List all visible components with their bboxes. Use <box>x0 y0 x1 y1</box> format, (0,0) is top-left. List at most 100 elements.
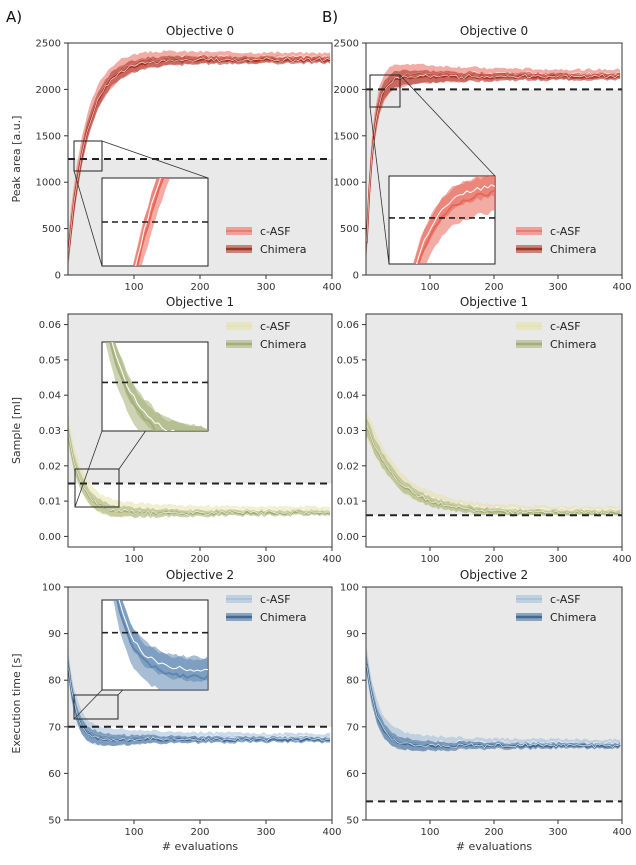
y-tick-label: 80 <box>346 676 359 687</box>
zoom-inset-plot <box>102 600 208 690</box>
y-tick-label: 50 <box>48 816 61 827</box>
y-tick-label: 0.01 <box>39 497 61 508</box>
y-axis-label: Peak area [a.u.] <box>10 116 23 203</box>
x-tick-label: 400 <box>322 282 341 293</box>
legend-label: c-ASF <box>550 593 581 606</box>
chart-B1: 0.00 0.01 0.02 0.03 0.04 0.05 0.06 100 200 300 400… <box>337 295 632 565</box>
y-tick-label: 100 <box>340 583 359 594</box>
legend-label: c-ASF <box>550 225 581 238</box>
line-chimera-alt <box>366 664 621 749</box>
zoom-inset-plot <box>389 176 495 264</box>
threshold-region <box>366 587 622 802</box>
legend-label: c-ASF <box>260 320 291 333</box>
line-chimera <box>67 57 331 251</box>
x-tick-label: 300 <box>256 554 275 565</box>
x-tick-label: 300 <box>548 282 567 293</box>
x-tick-label: 300 <box>548 554 567 565</box>
chart-B0: 0 500 1000 1500 2000 2500 100 200 300 400 Objectiv… <box>334 24 632 293</box>
y-tick-label: 0.04 <box>39 391 61 402</box>
y-tick-label: 70 <box>48 722 61 733</box>
y-tick-label: 2000 <box>36 85 61 96</box>
inset-band <box>105 342 208 431</box>
band-chimera <box>68 659 331 747</box>
legend-label: Chimera <box>550 243 596 256</box>
chart-title: Objective 0 <box>166 24 234 38</box>
legend-label: Chimera <box>550 611 596 624</box>
y-tick-label: 70 <box>346 722 359 733</box>
x-tick-label: 100 <box>124 827 143 838</box>
x-tick-label: 200 <box>484 554 503 565</box>
legend-label: c-ASF <box>260 225 291 238</box>
x-tick-label: 200 <box>190 554 209 565</box>
chart-title: Objective 1 <box>166 295 234 309</box>
x-tick-label: 200 <box>190 282 209 293</box>
x-tick-label: 200 <box>484 282 503 293</box>
y-tick-label: 0.03 <box>39 426 61 437</box>
y-tick-label: 1500 <box>334 131 359 142</box>
zoom-connector <box>399 74 496 177</box>
x-tick-label: 400 <box>322 554 341 565</box>
y-tick-label: 0.04 <box>337 391 359 402</box>
band-chimera <box>366 69 621 255</box>
x-tick-label: 300 <box>256 282 275 293</box>
y-tick-label: 1000 <box>334 178 359 189</box>
chart-B2: 50 60 70 80 90 100 100 200 300 400 Objective 2 # ev… <box>340 568 632 853</box>
legend-label: Chimera <box>260 611 306 624</box>
x-tick-label: 100 <box>420 282 439 293</box>
y-tick-label: 0.02 <box>337 461 359 472</box>
x-tick-label: 400 <box>612 282 631 293</box>
chart-title: Objective 1 <box>460 295 528 309</box>
inset-line <box>111 342 176 431</box>
chart-title: Objective 2 <box>166 568 234 582</box>
legend-label: c-ASF <box>550 320 581 333</box>
line-chimera-alt <box>68 57 331 252</box>
chart-title: Objective 0 <box>460 24 528 38</box>
legend-label: Chimera <box>260 243 306 256</box>
band-chimera <box>366 655 621 752</box>
x-tick-label: 400 <box>612 554 631 565</box>
x-tick-label: 200 <box>190 827 209 838</box>
legend-label: Chimera <box>550 338 596 351</box>
y-tick-label: 0.05 <box>39 355 61 366</box>
y-tick-label: 0 <box>55 271 61 282</box>
y-tick-label: 500 <box>42 224 61 235</box>
y-tick-label: 2500 <box>36 39 61 50</box>
y-tick-label: 60 <box>346 769 359 780</box>
zoom-connector <box>74 430 103 508</box>
y-tick-label: 1000 <box>36 178 61 189</box>
y-tick-label: 0.01 <box>337 497 359 508</box>
y-tick-label: 1500 <box>36 131 61 142</box>
y-tick-label: 0.03 <box>337 426 359 437</box>
y-tick-label: 50 <box>346 816 359 827</box>
zoom-connector <box>73 170 103 267</box>
panel-label-b: B) <box>322 8 338 26</box>
zoom-source-box <box>73 694 119 720</box>
zoom-source-box <box>73 140 103 172</box>
y-tick-label: 60 <box>48 769 61 780</box>
inset-band <box>116 600 208 682</box>
y-tick-label: 0.02 <box>39 461 61 472</box>
line-chimera-alt <box>68 667 331 742</box>
line-chimera <box>67 435 331 516</box>
line-chimera <box>365 74 621 244</box>
panel-label-a: A) <box>6 8 22 26</box>
zoom-inset-plot <box>102 342 208 431</box>
x-tick-label: 200 <box>484 827 503 838</box>
chart-A1: 0.00 0.01 0.02 0.03 0.04 0.05 0.06 100 200 300 400… <box>10 295 342 565</box>
chart-A2: 50 60 70 80 90 100 100 200 300 400 Objective 2 Exec… <box>10 568 342 853</box>
zoom-connector <box>369 106 390 265</box>
inset-band <box>109 342 208 431</box>
x-tick-label: 400 <box>322 827 341 838</box>
y-tick-label: 2000 <box>334 85 359 96</box>
y-axis-label: Sample [ml] <box>10 397 23 464</box>
legend-label: Chimera <box>260 338 306 351</box>
chart-title: Objective 2 <box>460 568 528 582</box>
inset-band <box>413 176 495 264</box>
y-tick-label: 0.00 <box>337 532 359 543</box>
y-axis-label: Execution time [s] <box>10 653 23 753</box>
line-chimera-alt <box>366 73 621 243</box>
zoom-connector <box>101 140 209 179</box>
y-tick-label: 100 <box>42 583 61 594</box>
y-tick-label: 500 <box>340 224 359 235</box>
